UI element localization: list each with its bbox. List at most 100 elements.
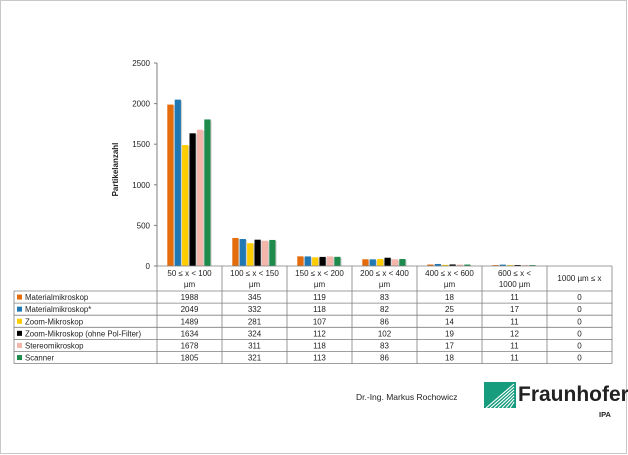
category-label: µm xyxy=(379,280,391,289)
bar-shade xyxy=(180,100,183,266)
table-cell: 0 xyxy=(577,341,582,350)
bar xyxy=(232,237,239,266)
bar xyxy=(507,265,514,266)
y-tick-label: 2500 xyxy=(132,59,150,68)
bar-shade xyxy=(173,105,175,266)
bar-shade xyxy=(202,130,205,266)
bar xyxy=(174,99,181,266)
bar-shade xyxy=(275,240,277,266)
table-cell: 11 xyxy=(510,293,519,302)
table-cell: 11 xyxy=(510,317,519,326)
category-label: 400 ≤ x < 600 xyxy=(425,269,474,278)
bar xyxy=(456,264,464,266)
bar xyxy=(261,240,269,266)
bar-shade xyxy=(303,257,305,266)
bar xyxy=(427,264,434,266)
y-tick-label: 0 xyxy=(146,262,151,271)
bar-shade xyxy=(252,244,255,266)
legend-swatch xyxy=(17,342,22,348)
table-cell: 83 xyxy=(380,293,389,302)
bar xyxy=(297,256,304,266)
table-cell: 18 xyxy=(445,293,454,302)
bar xyxy=(239,239,246,266)
bar xyxy=(391,259,399,266)
table-cell: 1988 xyxy=(181,293,199,302)
bar-shade xyxy=(375,260,378,266)
bar xyxy=(204,119,211,267)
bar-shade xyxy=(340,257,342,266)
bar-shade xyxy=(260,240,262,266)
table-cell: 119 xyxy=(313,293,326,302)
bar xyxy=(434,263,441,266)
table-cell: 118 xyxy=(313,305,326,314)
table-cell: 19 xyxy=(445,329,454,338)
table-cell: 0 xyxy=(577,317,582,326)
y-tick-label: 500 xyxy=(137,221,151,230)
bar-shade xyxy=(210,120,212,267)
table-cell: 0 xyxy=(577,293,582,302)
bar xyxy=(254,239,261,266)
table-cell: 112 xyxy=(313,329,326,338)
bar-shade xyxy=(397,260,400,266)
bar xyxy=(384,257,391,266)
table-cell: 83 xyxy=(380,341,389,350)
bar xyxy=(247,243,254,266)
bar xyxy=(334,256,341,266)
bar-shade xyxy=(390,258,392,266)
bar-shade xyxy=(187,146,190,266)
table-cell: 18 xyxy=(445,354,454,363)
category-label: 1000 µm ≤ x xyxy=(557,274,601,283)
legend-swatch xyxy=(17,294,22,300)
bar-shade xyxy=(440,264,443,266)
table-cell: 1805 xyxy=(181,354,199,363)
table-cell: 0 xyxy=(577,305,582,314)
category-label: 600 ≤ x < xyxy=(498,269,531,278)
category-label: 200 ≤ x < 400 xyxy=(360,269,409,278)
bar xyxy=(167,104,174,266)
category-label: µm xyxy=(249,280,261,289)
legend-label: Zoom-Mikroskop xyxy=(25,317,84,326)
bar-shade xyxy=(325,257,327,266)
bar-shade xyxy=(238,238,240,266)
legend-swatch xyxy=(17,330,22,336)
category-label: 150 ≤ x < 200 xyxy=(295,269,344,278)
legend-swatch xyxy=(17,306,22,312)
bar xyxy=(182,145,189,266)
table-cell: 113 xyxy=(313,354,326,363)
bar xyxy=(326,256,334,266)
bar xyxy=(449,264,456,266)
bar xyxy=(521,265,529,266)
bar xyxy=(442,264,449,266)
bar xyxy=(304,256,311,266)
category-label: µm xyxy=(444,280,456,289)
category-label: 50 ≤ x < 100 xyxy=(167,269,212,278)
table-cell: 11 xyxy=(510,354,519,363)
table-cell: 17 xyxy=(445,341,454,350)
table-cell: 14 xyxy=(445,317,454,326)
table-cell: 86 xyxy=(380,317,389,326)
bar xyxy=(464,264,471,266)
table-cell: 12 xyxy=(510,329,519,338)
legend-swatch xyxy=(17,318,22,324)
table-cell: 0 xyxy=(577,354,582,363)
table-cell: 0 xyxy=(577,329,582,338)
bar xyxy=(529,265,536,266)
category-label: µm xyxy=(314,280,326,289)
table-cell: 1634 xyxy=(181,329,199,338)
bar xyxy=(189,133,196,266)
bar xyxy=(377,259,384,266)
y-tick-label: 1000 xyxy=(132,181,150,190)
y-axis-title: Partikelanzahl xyxy=(111,143,120,197)
table-cell: 107 xyxy=(313,317,327,326)
bar xyxy=(499,264,506,266)
table-cell: 281 xyxy=(248,317,262,326)
bar-shade xyxy=(332,257,335,266)
bar-shade xyxy=(267,241,270,266)
y-tick-label: 2000 xyxy=(132,100,150,109)
category-label: 100 ≤ x < 150 xyxy=(230,269,279,278)
category-label: 1000 µm xyxy=(499,280,531,289)
bar xyxy=(492,265,499,266)
table-cell: 311 xyxy=(248,341,261,350)
